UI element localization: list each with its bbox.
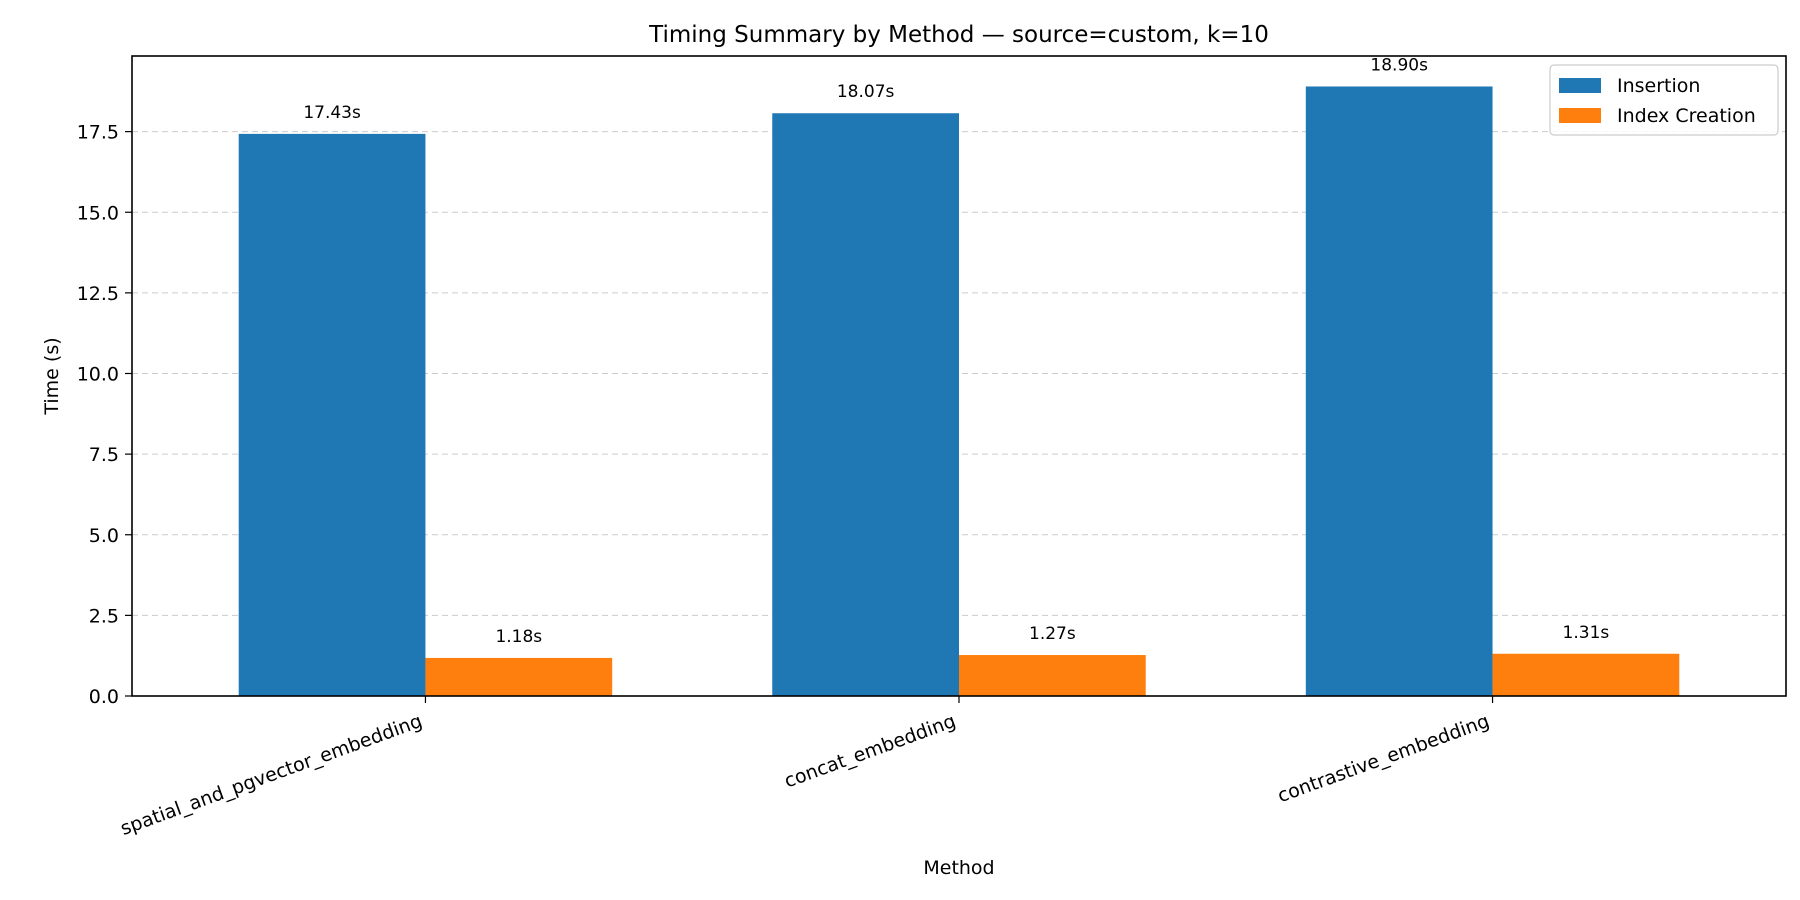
y-tick-label: 15.0 (77, 202, 119, 224)
y-axis: 0.0 2.5 5.0 7.5 10.0 12.5 15.0 17.5 (77, 122, 132, 708)
bar-value-label: 1.27s (1029, 624, 1076, 644)
x-axis-title: Method (923, 857, 994, 879)
bar-value-label: 1.18s (495, 627, 542, 647)
bar-value-label: 17.43s (303, 103, 361, 123)
y-tick-label: 7.5 (89, 444, 119, 466)
legend-box (1549, 64, 1779, 136)
bar-value-label: 1.31s (1563, 623, 1610, 643)
bars (238, 86, 1680, 696)
data-labels: 17.43s 1.18s 18.07s 1.27s 18.90s 1.31s (303, 55, 1609, 646)
legend: Insertion Index Creation (1549, 64, 1779, 136)
y-tick-label: 12.5 (77, 283, 119, 305)
bar-insertion-1 (772, 113, 959, 696)
y-axis-title: Time (s) (41, 337, 63, 415)
bar-index-creation-0 (425, 657, 613, 696)
y-tick-label: 2.5 (89, 605, 119, 627)
bar-index-creation-1 (959, 655, 1146, 696)
legend-swatch (1559, 108, 1601, 123)
y-tick-label: 0.0 (89, 686, 119, 708)
bar-value-label: 18.90s (1370, 55, 1428, 75)
legend-label: Insertion (1617, 75, 1700, 97)
y-tick-label: 10.0 (77, 364, 119, 386)
bar-value-label: 18.07s (837, 82, 895, 102)
chart-title: Timing Summary by Method — source=custom… (648, 22, 1269, 48)
legend-label: Index Creation (1617, 105, 1756, 127)
bar-insertion-2 (1305, 86, 1493, 696)
legend-swatch (1559, 78, 1601, 93)
y-tick-label: 5.0 (89, 525, 119, 547)
y-tick-label: 17.5 (77, 122, 119, 144)
bar-insertion-0 (238, 133, 426, 696)
bar-index-creation-2 (1492, 653, 1680, 696)
